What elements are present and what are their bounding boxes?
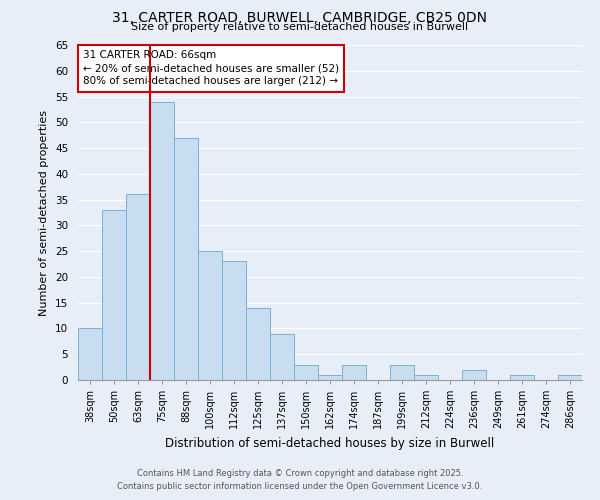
Bar bbox=[294, 364, 318, 380]
Bar bbox=[558, 375, 582, 380]
Text: 31 CARTER ROAD: 66sqm
← 20% of semi-detached houses are smaller (52)
80% of semi: 31 CARTER ROAD: 66sqm ← 20% of semi-deta… bbox=[83, 50, 339, 86]
Text: Size of property relative to semi-detached houses in Burwell: Size of property relative to semi-detach… bbox=[131, 22, 469, 32]
Bar bbox=[414, 375, 438, 380]
Bar bbox=[222, 262, 246, 380]
Bar bbox=[318, 375, 342, 380]
Text: Contains HM Land Registry data © Crown copyright and database right 2025.
Contai: Contains HM Land Registry data © Crown c… bbox=[118, 470, 482, 491]
Bar bbox=[390, 364, 414, 380]
Bar bbox=[174, 138, 198, 380]
Bar bbox=[270, 334, 294, 380]
Bar bbox=[462, 370, 486, 380]
Text: 31, CARTER ROAD, BURWELL, CAMBRIDGE, CB25 0DN: 31, CARTER ROAD, BURWELL, CAMBRIDGE, CB2… bbox=[113, 12, 487, 26]
Bar bbox=[246, 308, 270, 380]
Bar bbox=[342, 364, 366, 380]
Bar bbox=[150, 102, 174, 380]
Y-axis label: Number of semi-detached properties: Number of semi-detached properties bbox=[40, 110, 49, 316]
Bar bbox=[126, 194, 150, 380]
X-axis label: Distribution of semi-detached houses by size in Burwell: Distribution of semi-detached houses by … bbox=[166, 436, 494, 450]
Bar bbox=[510, 375, 534, 380]
Bar bbox=[102, 210, 126, 380]
Bar bbox=[78, 328, 102, 380]
Bar bbox=[198, 251, 222, 380]
